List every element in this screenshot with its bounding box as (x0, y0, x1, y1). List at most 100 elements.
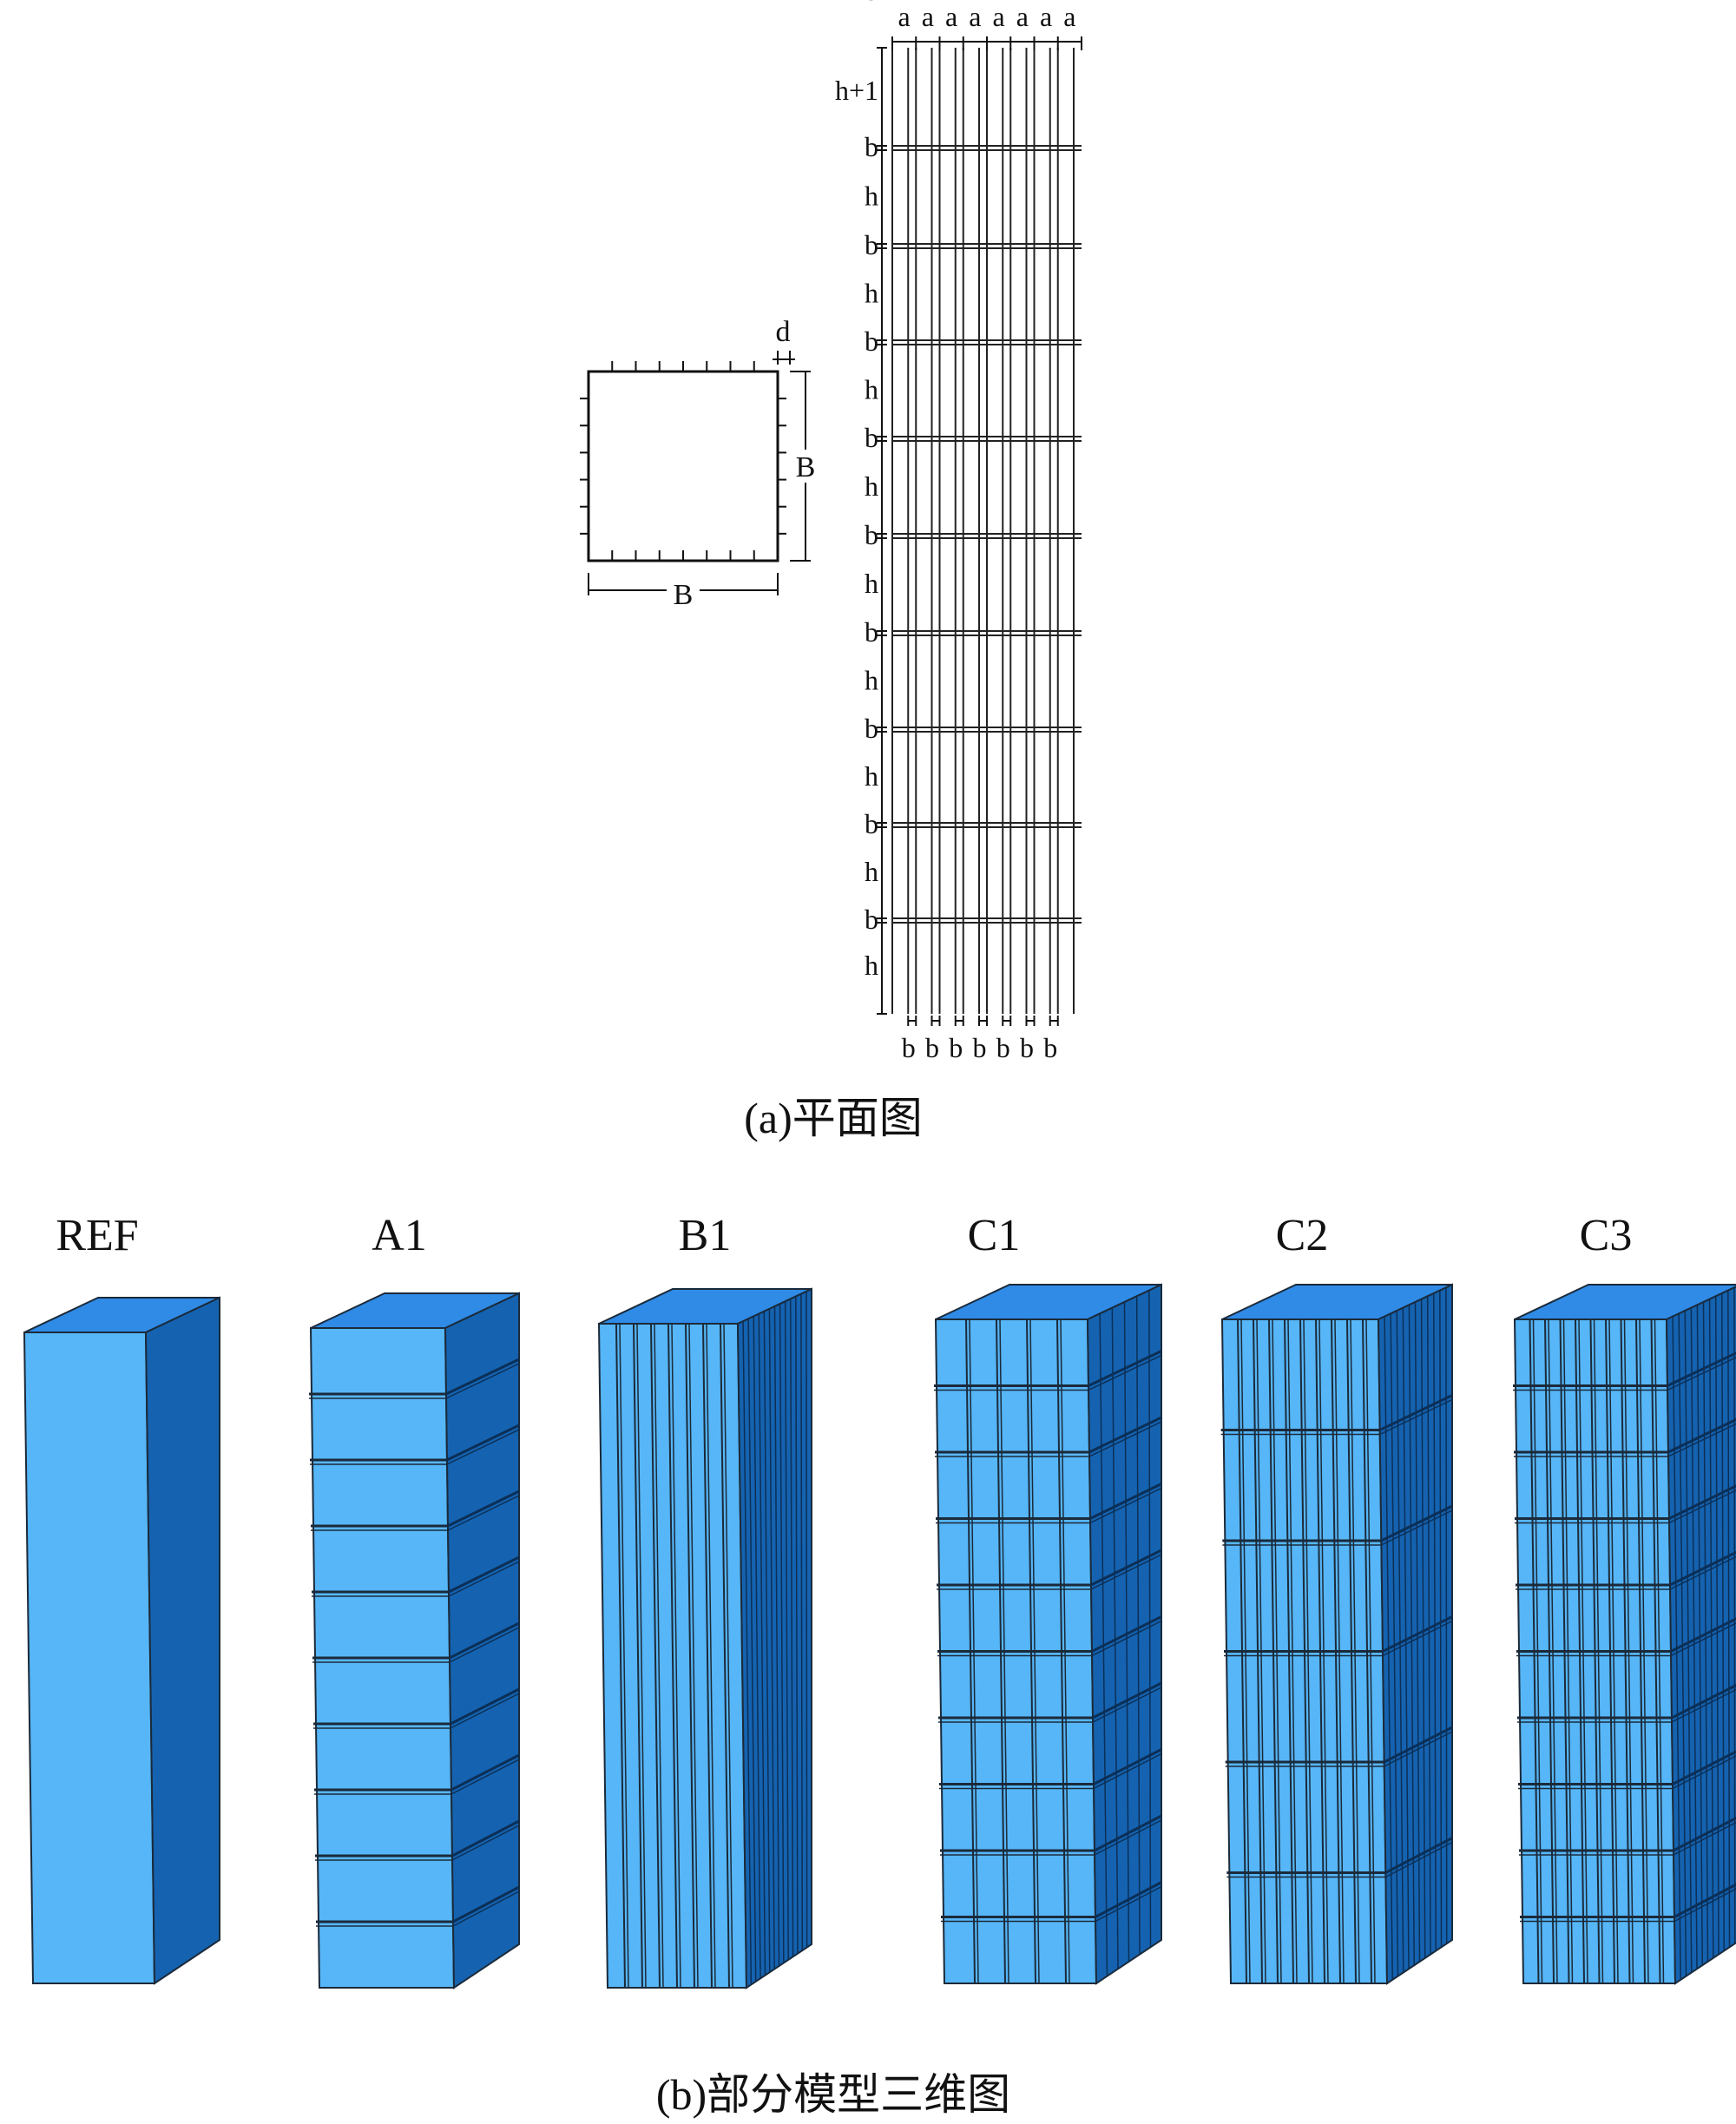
model-strip-line (654, 1323, 664, 1989)
model-band-line (1671, 1683, 1736, 1720)
model-band-line (1089, 1487, 1162, 1524)
model-band-line (1384, 1841, 1453, 1878)
model-band-line (1092, 1687, 1162, 1723)
bottom-label-b: b (902, 1032, 916, 1063)
model-strip-line (615, 1323, 626, 1989)
model-band-line (1669, 1550, 1736, 1587)
model-c2: C2 (1220, 1211, 1453, 1985)
plan-caption: (a)平面图 (744, 1094, 923, 1142)
model-strip-line (1148, 1290, 1152, 1948)
model-strip-line (1702, 1301, 1709, 1963)
model-strip-line (633, 1323, 643, 1989)
model-band-line (1383, 1726, 1453, 1764)
cross-section-square: B B d (580, 316, 815, 611)
model-label: C3 (1580, 1211, 1633, 1260)
left-label-b: b (865, 326, 878, 357)
left-label-h: h (865, 568, 878, 599)
bottom-label-b: b (1020, 1032, 1034, 1063)
model-band-line (447, 1489, 520, 1528)
model-strip-line (1696, 1305, 1703, 1966)
models-caption: (b)部分模型三维图 (656, 2070, 1010, 2119)
strip-grid-plan (877, 36, 1082, 1026)
model-band-line (1382, 1615, 1453, 1653)
left-label-h: h (865, 470, 878, 502)
model-strip-line (667, 1323, 678, 1989)
model-label: C2 (1276, 1211, 1329, 1260)
model-band-line (1088, 1421, 1162, 1457)
model-strip-line (685, 1323, 695, 1989)
model-band-line (1674, 1883, 1736, 1918)
model-band-line (1095, 1885, 1162, 1923)
left-label-h: h (865, 950, 878, 981)
model-band-line (1094, 1819, 1162, 1856)
left-label-b: b (865, 616, 878, 648)
left-label-h: h (865, 181, 878, 212)
left-label-h-plus-1: h+1 (835, 0, 878, 6)
model-band-line (1667, 1351, 1736, 1387)
model-band-line (1380, 1504, 1453, 1542)
model-strip-line (636, 1323, 647, 1989)
model-strip-line (619, 1323, 629, 1989)
model-label: B1 (679, 1211, 732, 1260)
model-strip-line (723, 1323, 733, 1989)
left-label-h: h (865, 374, 878, 405)
model-band-line (1667, 1357, 1736, 1391)
model-band-line (1093, 1752, 1162, 1790)
top-label-a: a (1016, 1, 1029, 32)
left-label-h-plus-1: h+1 (835, 75, 878, 106)
model-band-line (451, 1825, 520, 1861)
model-band-line (1088, 1350, 1162, 1387)
section-ticks (580, 361, 786, 561)
model-strip-line (1123, 1301, 1130, 1963)
model-strip-line (706, 1323, 716, 1989)
model-strip-line (753, 1316, 761, 1979)
model-ref: REF (23, 1211, 220, 1985)
model-band-line (445, 1363, 520, 1399)
model-label: A1 (372, 1211, 427, 1260)
model-band-line (1088, 1354, 1162, 1391)
model-band-line (1673, 1821, 1736, 1856)
model-band-line (450, 1753, 520, 1792)
model-band-line (452, 1891, 520, 1927)
model-band-line (1384, 1837, 1453, 1874)
model-band-line (1090, 1554, 1162, 1590)
top-label-a: a (922, 1, 934, 32)
model-strip-line (763, 1311, 771, 1973)
model-band-line (1670, 1617, 1736, 1653)
model-band-line (449, 1627, 520, 1663)
model-strip-line (1708, 1299, 1714, 1958)
model-band-line (1094, 1814, 1162, 1852)
model-band-line (1095, 1881, 1162, 1918)
model-band-line (1671, 1688, 1736, 1723)
model-strip-line (768, 1308, 775, 1969)
model-band-line (1668, 1484, 1736, 1520)
model-band-line (1668, 1489, 1736, 1524)
model-band-line (1672, 1755, 1736, 1790)
model-front-face (23, 1332, 156, 1984)
left-dimension-labels: h+1bhbhbhbhbhbhbhbhbhbh+1 (835, 0, 878, 981)
model-band-line (1382, 1620, 1453, 1657)
model-strip-line (1733, 1287, 1736, 1944)
top-label-a: a (969, 1, 981, 32)
model-band-line (447, 1495, 520, 1531)
model-band-line (1381, 1509, 1453, 1546)
top-label-a: a (1063, 1, 1075, 32)
model-strip-line (720, 1323, 730, 1989)
model-strip-line (758, 1313, 766, 1976)
model-band-line (1669, 1555, 1736, 1590)
model-c3: C3 (1513, 1211, 1736, 1985)
model-strip-line (1135, 1296, 1141, 1955)
model-band-line (1384, 1731, 1453, 1767)
model-strip-line (742, 1321, 753, 1985)
model-strip-line (779, 1304, 785, 1963)
left-label-b: b (865, 0, 878, 6)
model-strip-line (747, 1318, 757, 1982)
model-band-line (1093, 1748, 1162, 1785)
model-band-line (1091, 1615, 1162, 1653)
model-band-line (445, 1358, 520, 1396)
model-band-line (448, 1555, 520, 1594)
model-band-line (1379, 1394, 1453, 1431)
top-label-a: a (945, 1, 957, 32)
